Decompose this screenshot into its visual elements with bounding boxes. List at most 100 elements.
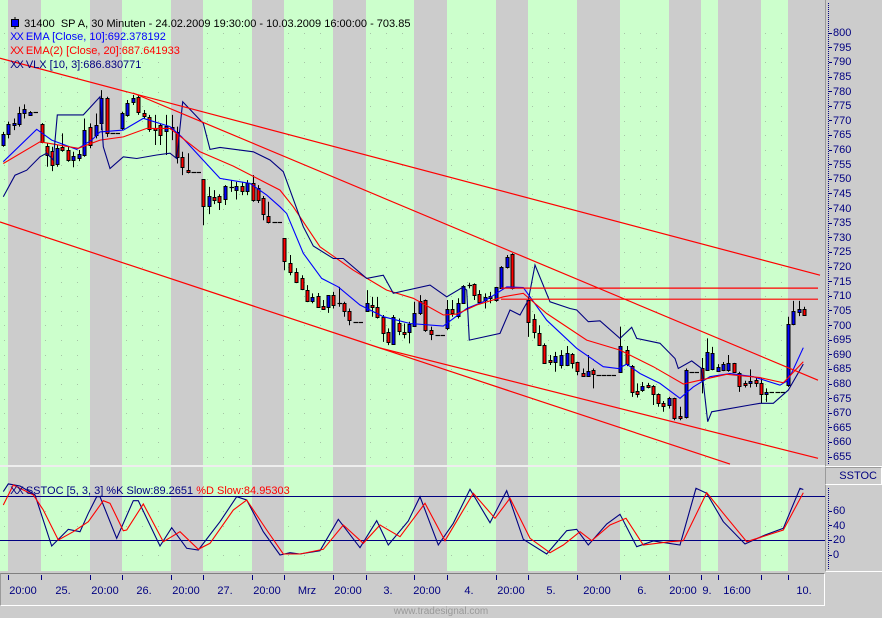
candle-body <box>251 183 256 201</box>
axis-tick <box>829 222 832 224</box>
candle-body <box>105 98 110 134</box>
mid-channel-line[interactable] <box>132 92 819 381</box>
time-axis-label: 20:00 <box>91 585 119 597</box>
lower-channel-line-2[interactable] <box>379 347 819 459</box>
candle <box>630 364 635 397</box>
price-axis-value: 665 <box>833 421 852 434</box>
session-band <box>496 467 528 571</box>
lower-channel-line-1[interactable] <box>0 221 731 465</box>
panel-separator[interactable] <box>0 465 825 467</box>
time-axis-label: 5. <box>546 585 556 597</box>
candle <box>28 111 33 116</box>
candle-body <box>429 330 434 335</box>
stoch_k-line[interactable] <box>2 483 804 556</box>
price-axis-value: 755 <box>833 158 852 171</box>
candle-body <box>565 353 570 366</box>
session-band <box>284 467 333 571</box>
legend-item-vlx[interactable]: XX VLX [10, 3]:686.830771 <box>4 44 141 71</box>
price-axis-value: 745 <box>833 187 852 200</box>
candle <box>705 338 710 371</box>
candle-body <box>288 263 293 273</box>
candle <box>125 100 130 117</box>
candle-body <box>223 186 228 200</box>
time-axis[interactable]: 20:00 25. 20:00 26. 20:00 27. 20:00 Mrz 20:00 3. 2… <box>0 573 825 606</box>
price-axis[interactable]: 800 795 790 785 780 775 770 765 760 755 750 745 740 7… <box>825 0 882 467</box>
candle <box>201 179 206 226</box>
candle-body <box>656 394 661 404</box>
stoch-k-legend-text: SSTOC [5, 3, 3] %K Slow:89.2651 <box>25 485 194 497</box>
legend-text: EMA [Close, 10]:692.378192 <box>25 31 166 43</box>
price-axis-value: 695 <box>833 334 852 347</box>
session-band <box>701 467 718 571</box>
legend-item-sstoc[interactable]: XX SSTOC [5, 3, 3] %K Slow:89.2651 %D Slo… <box>4 470 290 497</box>
session-band <box>8 0 41 465</box>
candle <box>570 352 575 369</box>
candle-body <box>407 324 412 333</box>
session-band <box>447 467 496 571</box>
chart-plot-area[interactable] <box>0 0 825 572</box>
candle-body <box>510 254 515 289</box>
legend-text: EMA(2) [Close, 20]:687.641933 <box>25 45 180 57</box>
price-axis-label: 720 <box>829 260 851 274</box>
price-axis-label: 705 <box>829 304 851 318</box>
legend-item-ema20[interactable]: XX EMA(2) [Close, 20]:687.641933 <box>4 30 180 57</box>
trendlines[interactable] <box>0 57 821 465</box>
candle <box>640 381 645 392</box>
ema20-line[interactable] <box>3 127 804 385</box>
candle <box>337 286 342 307</box>
candle <box>71 151 76 168</box>
price-axis-label: 775 <box>829 99 851 113</box>
session-band <box>122 0 171 465</box>
candle-body <box>532 319 537 333</box>
candle <box>300 275 305 291</box>
time-axis-label: 6. <box>637 585 647 597</box>
axis-tick <box>829 325 832 327</box>
candle-body <box>716 367 721 372</box>
candle-body <box>1 134 6 146</box>
candle <box>565 345 570 367</box>
candle-body <box>142 113 147 117</box>
candle-body <box>6 124 11 135</box>
candle <box>251 175 256 202</box>
price-axis-label: 690 <box>829 348 851 362</box>
axis-tick <box>829 554 832 556</box>
candle-body <box>559 355 564 366</box>
time-axis-tick <box>669 575 670 580</box>
candle <box>672 397 677 421</box>
session-band <box>171 467 203 571</box>
price-axis-value: 775 <box>833 100 852 113</box>
candle-body <box>212 197 217 201</box>
candle-body <box>764 392 769 395</box>
candle-body <box>759 383 764 395</box>
candle-body <box>575 362 580 372</box>
candle <box>164 114 169 155</box>
price-axis-label: 685 <box>829 362 851 376</box>
candle-body <box>12 123 17 126</box>
candle-body <box>732 363 737 373</box>
ema10-line[interactable] <box>2 117 804 400</box>
legend-item-ema10[interactable]: XX EMA [Close, 10]:692.378192 <box>4 16 166 43</box>
time-axis-label: 16:00 <box>723 585 751 597</box>
axis-tick <box>829 91 832 93</box>
axis-tick <box>829 354 832 356</box>
candle-body <box>667 398 672 406</box>
stoch-axis-label: 60 <box>829 504 845 518</box>
chart-title: 31400 SP A, 30 Minuten - 24.02.2009 19:3… <box>4 3 410 30</box>
indicator-marker-icon: XX <box>10 45 24 57</box>
time-axis-tick <box>761 575 762 580</box>
stoch-axis[interactable]: 60 40 20 0 <box>825 485 882 572</box>
price-axis-value: 735 <box>833 217 852 230</box>
candle-body <box>375 307 380 318</box>
session-band <box>718 467 761 571</box>
candle <box>548 355 553 365</box>
vlx-line[interactable] <box>2 95 804 422</box>
stoch_d-line[interactable] <box>2 484 804 555</box>
axis-tick <box>829 193 832 195</box>
candle <box>105 96 110 137</box>
candle-body <box>342 303 347 312</box>
chart-title-text: 31400 SP A, 30 Minuten - 24.02.2009 19:3… <box>24 18 411 30</box>
time-axis-tick <box>203 575 204 580</box>
time-axis-label: 20:00 <box>497 585 525 597</box>
time-axis-label: 10. <box>796 585 812 597</box>
price-axis-value: 790 <box>833 56 852 69</box>
